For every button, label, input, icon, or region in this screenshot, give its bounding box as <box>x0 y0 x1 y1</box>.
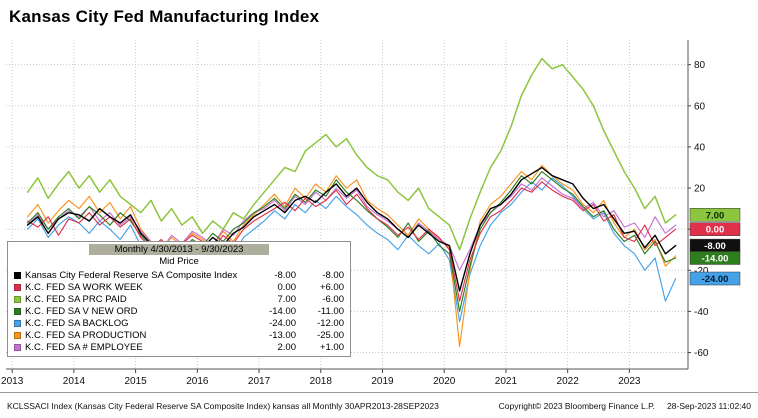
legend-price-type: Mid Price <box>159 256 199 267</box>
legend-period-label: Monthly 4/30/2013 - 9/30/2023 <box>88 244 270 255</box>
x-axis-label: 2014 <box>63 376 86 387</box>
legend-last-value: -13.00 <box>269 329 296 341</box>
x-axis-label: 2020 <box>433 376 456 387</box>
legend-change-value: -25.00 <box>317 329 344 341</box>
y-axis-label: 40 <box>694 142 706 153</box>
legend-last-value: 7.00 <box>277 293 297 305</box>
last-price-badge <box>689 222 741 236</box>
chart-canvas[interactable]: 2013 2014 2015 2016 2017 2018 2019 2020 2021 2022… <box>0 30 758 392</box>
x-axis-label: 2016 <box>186 376 209 387</box>
x-axis-label: 2019 <box>371 376 394 387</box>
status-copyright: Copyright© 2023 Bloomberg Finance L.P. <box>498 400 656 411</box>
legend-row-new-ord[interactable]: K.C. FED SA V NEW ORD -14.00 -11.00 <box>14 305 344 317</box>
legend-last-value: -8.00 <box>274 269 296 281</box>
legend-row-work-week[interactable]: K.C. FED SA WORK WEEK 0.00 +6.00 <box>14 281 344 293</box>
legend-series-label: K.C. FED SA # EMPLOYEE <box>25 341 143 353</box>
legend-row-composite[interactable]: Kansas City Federal Reserve SA Composite… <box>14 269 344 281</box>
y-axis-label: -20 <box>694 266 709 277</box>
legend-series-label: K.C. FED SA V NEW ORD <box>25 305 138 317</box>
legend-swatch-icon <box>14 307 21 315</box>
legend-period: Monthly 4/30/2013 - 9/30/2023 <box>14 244 344 256</box>
last-price-badge-label: -24.00 <box>702 274 729 285</box>
x-axis-label: 2023 <box>618 376 641 387</box>
last-price-badge <box>689 251 741 265</box>
legend-row-backlog[interactable]: K.C. FED SA BACKLOG -24.00 -12.00 <box>14 317 344 329</box>
legend-change-value: -6.00 <box>322 293 344 305</box>
x-axis-label: 2018 <box>310 376 333 387</box>
last-price-badge <box>689 208 741 222</box>
legend-series-label: K.C. FED SA PRODUCTION <box>25 329 147 341</box>
legend-change-value: -11.00 <box>317 305 344 317</box>
status-timestamp: 28-Sep-2023 11:02:40 <box>667 400 751 411</box>
last-price-badge-label: 0.00 <box>706 225 725 236</box>
legend-rows: Kansas City Federal Reserve SA Composite… <box>14 269 344 353</box>
legend-series-label: K.C. FED SA WORK WEEK <box>25 281 143 293</box>
legend-swatch-icon <box>14 283 21 291</box>
last-price-badge-label: -8.00 <box>704 241 726 252</box>
y-axis-label: 60 <box>694 101 706 112</box>
legend-change-value: -12.00 <box>317 317 344 329</box>
y-axis-label: -60 <box>694 348 709 359</box>
x-axis-label: 2021 <box>495 376 518 387</box>
legend-swatch-icon <box>14 295 21 303</box>
legend-swatch-icon <box>14 271 21 279</box>
legend-last-value: -14.00 <box>269 305 296 317</box>
y-axis-label: 20 <box>694 184 706 195</box>
series-line-prc-paid <box>26 57 677 251</box>
x-axis-label: 2017 <box>248 376 271 387</box>
y-axis-label: 80 <box>694 60 706 71</box>
x-axis-label: 2015 <box>124 376 147 387</box>
legend-series-label: Kansas City Federal Reserve SA Composite… <box>25 269 238 281</box>
legend-change-value: -8.00 <box>322 269 344 281</box>
legend-series-label: K.C. FED SA BACKLOG <box>25 317 129 329</box>
last-price-badge <box>689 271 741 286</box>
series-line-production <box>27 164 677 347</box>
legend-row-prc-paid[interactable]: K.C. FED SA PRC PAID 7.00 -6.00 <box>14 293 344 305</box>
chart-legend: Monthly 4/30/2013 - 9/30/2023 Mid Price … <box>7 241 351 357</box>
legend-row-employee[interactable]: K.C. FED SA # EMPLOYEE 2.00 +1.00 <box>14 341 344 353</box>
y-axis-label: -40 <box>694 307 709 318</box>
legend-last-value: -24.00 <box>269 317 296 329</box>
legend-change-value: +1.00 <box>319 341 344 353</box>
legend-swatch-icon <box>14 331 21 339</box>
x-axis-label: 2022 <box>557 376 580 387</box>
legend-last-value: 0.00 <box>277 281 297 293</box>
status-bar: KCLSSACI Index (Kansas City Federal Rese… <box>0 392 758 418</box>
series-line-composite <box>26 166 677 292</box>
last-price-badge-label: 7.00 <box>706 210 725 221</box>
legend-change-value: +6.00 <box>319 281 344 293</box>
legend-swatch-icon <box>14 343 21 351</box>
series-line-work-week <box>27 181 677 302</box>
legend-swatch-icon <box>14 319 21 327</box>
legend-last-value: 2.00 <box>277 341 297 353</box>
last-price-badge-label: -14.00 <box>702 253 729 264</box>
legend-row-production[interactable]: K.C. FED SA PRODUCTION -13.00 -25.00 <box>14 329 344 341</box>
x-axis-label: 2013 <box>1 376 24 387</box>
page-title: Kansas City Fed Manufacturing Index <box>9 7 320 26</box>
chart-area: 2013 2014 2015 2016 2017 2018 2019 2020 2021 2022… <box>0 30 758 392</box>
status-ticker-description: KCLSSACI Index (Kansas City Federal Rese… <box>7 400 439 411</box>
legend-series-label: K.C. FED SA PRC PAID <box>25 293 127 305</box>
